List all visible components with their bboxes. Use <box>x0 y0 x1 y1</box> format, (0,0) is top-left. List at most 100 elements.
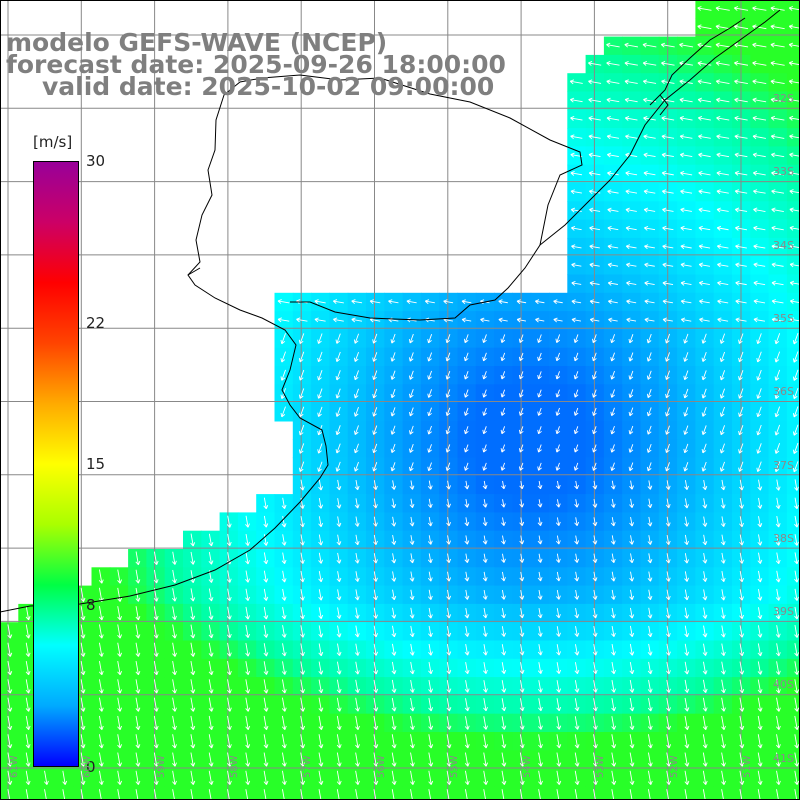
wind-arrow <box>610 498 616 508</box>
wind-arrow <box>697 24 712 30</box>
wind-arrow <box>683 333 689 344</box>
longitude-label: 57W <box>302 755 314 778</box>
wind-arrow <box>391 752 397 767</box>
wind-arrow <box>629 516 634 527</box>
wind-arrow <box>537 698 543 712</box>
wind-arrow <box>208 715 214 731</box>
wind-arrow <box>684 643 690 656</box>
wind-arrow <box>7 734 13 749</box>
wind-arrow <box>518 407 524 416</box>
wind-arrow <box>720 552 726 564</box>
wind-cell <box>768 786 788 800</box>
wind-arrow <box>446 770 452 785</box>
wind-arrow <box>702 607 708 619</box>
wind-arrow <box>680 207 692 213</box>
wind-arrow <box>518 389 524 398</box>
wind-arrow <box>281 734 287 749</box>
wind-arrow <box>318 625 324 638</box>
wind-arrow <box>7 697 13 712</box>
wind-arrow <box>665 571 671 582</box>
wind-arrow <box>281 625 287 638</box>
wind-arrow <box>774 443 781 454</box>
wind-arrow <box>662 299 674 305</box>
wind-arrow <box>482 644 488 656</box>
wind-arrow <box>538 770 543 785</box>
wind-arrow <box>463 371 469 380</box>
wind-arrow <box>482 352 487 362</box>
wind-arrow <box>753 299 766 304</box>
wind-arrow <box>408 352 414 362</box>
wind-cell <box>786 292 800 312</box>
wind-arrow <box>721 697 726 712</box>
wind-arrow <box>537 626 543 637</box>
wind-arrow <box>226 570 232 583</box>
wind-arrow <box>445 352 451 362</box>
wind-arrow <box>300 734 306 749</box>
wind-arrow <box>739 589 744 601</box>
wind-arrow <box>427 352 433 362</box>
wind-arrow <box>296 317 308 323</box>
wind-arrow <box>464 462 469 471</box>
wind-arrow <box>7 660 13 676</box>
wind-arrow <box>647 607 653 619</box>
wind-arrow <box>629 480 634 490</box>
wind-arrow <box>665 425 670 435</box>
wind-arrow <box>738 388 744 399</box>
wind-arrow <box>788 60 800 66</box>
wind-arrow <box>537 517 543 526</box>
wind-arrow <box>753 189 766 195</box>
wind-cell <box>530 786 550 800</box>
wind-arrow <box>647 661 653 675</box>
wind-arrow <box>409 679 415 693</box>
wind-arrow <box>428 698 434 712</box>
wind-arrow <box>300 697 306 712</box>
wind-arrow <box>519 571 525 582</box>
wind-arrow <box>336 734 342 749</box>
wind-arrow <box>335 388 341 399</box>
wind-arrow <box>427 553 433 564</box>
wind-arrow <box>775 515 781 528</box>
wind-arrow <box>98 752 104 767</box>
wind-arrow <box>482 571 488 582</box>
wind-arrow <box>574 517 580 527</box>
wind-arrow <box>680 225 692 231</box>
wind-cell <box>786 219 800 239</box>
wind-arrow <box>336 643 342 656</box>
wind-arrow <box>715 6 730 11</box>
wind-arrow <box>464 589 470 600</box>
wind-arrow <box>757 770 763 785</box>
wind-arrow <box>702 498 708 509</box>
wind-arrow <box>135 734 141 749</box>
wind-arrow <box>335 333 341 344</box>
wind-arrow <box>25 770 31 785</box>
wind-arrow <box>373 715 379 731</box>
wind-arrow <box>336 571 342 583</box>
title-valid-date: valid date: 2025-10-02 09:00:00 <box>42 72 495 101</box>
wind-arrow <box>794 570 799 583</box>
wind-arrow <box>756 333 762 345</box>
wind-arrow <box>592 444 597 453</box>
wind-arrow <box>501 589 506 600</box>
wind-arrow <box>446 698 452 712</box>
wind-arrow <box>372 370 378 381</box>
wind-cell <box>786 366 800 385</box>
wind-arrow <box>263 643 269 657</box>
wind-arrow <box>391 589 397 601</box>
wind-arrow <box>792 461 799 473</box>
wind-arrow <box>300 661 305 675</box>
wind-arrow <box>135 752 141 767</box>
wind-arrow <box>336 498 342 509</box>
wind-arrow <box>610 571 616 582</box>
wind-cell <box>786 494 800 513</box>
wind-arrow <box>555 462 561 471</box>
wind-arrow <box>317 425 323 436</box>
wind-arrow <box>314 299 326 304</box>
wind-cell <box>494 786 513 800</box>
wind-arrow <box>556 716 562 730</box>
wind-arrow <box>589 244 600 250</box>
wind-arrow <box>794 715 800 731</box>
wind-arrow <box>519 480 525 490</box>
wind-arrow <box>427 589 433 600</box>
wind-arrow <box>684 697 690 712</box>
wind-cell <box>786 0 800 19</box>
